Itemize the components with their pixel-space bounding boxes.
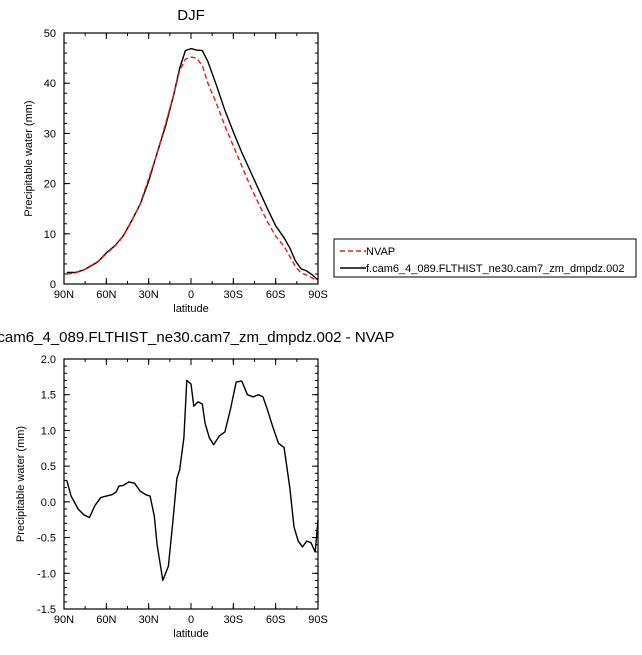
y-tick-label: 50 [44,28,56,40]
x-tick-label: 90S [308,289,328,301]
x-tick-label: 60S [266,289,286,301]
series-line-model [66,47,319,281]
y-tick-label: 40 [44,78,56,90]
y-tick-label: 0 [50,279,56,291]
chart-panel-1: DJF 90N 60N 30N 0 30S 60S 90S 0 10 20 30 40 50 latitud… [23,7,637,315]
y-tick-label: 1.5 [41,390,56,402]
x-tick-label: 30S [224,289,244,301]
series-line-difference [66,379,319,582]
x-axis-label: latitude [173,628,208,640]
y-tick-label: -1.0 [37,568,56,580]
y-axis-label: Precipitable water (mm) [23,100,35,216]
legend-box [333,238,637,278]
y-tick-label: 20 [44,179,56,191]
x-tick-label: 90N [54,289,74,301]
x-axis-label: latitude [173,303,208,315]
x-tick-label: 0 [188,289,194,301]
series-line-nvap [66,56,319,283]
y-tick-label: -0.5 [37,533,56,545]
plot-frame [63,32,319,285]
y-tick-label: 0.0 [41,497,56,509]
x-tick-label: 30N [139,614,159,626]
y-tick-label: 1.0 [41,425,56,437]
y-tick-label: -1.5 [37,604,56,616]
chart-panel-2: cam6_4_089.FLTHIST_ne30.cam7_zm_dmpdz.00… [0,329,395,640]
x-tick-label: 60S [266,614,286,626]
x-tick-label: 0 [188,614,194,626]
chart-title: cam6_4_089.FLTHIST_ne30.cam7_zm_dmpdz.00… [0,329,395,346]
x-tick-label: 90S [308,614,328,626]
x-tick-label: 30S [224,614,244,626]
y-axis-label: Precipitable water (mm) [15,426,27,542]
x-tick-label: 30N [139,289,159,301]
x-tick-label: 60N [96,289,116,301]
y-tick-label: 10 [44,229,56,241]
legend-entry-label: NVAP [366,246,395,258]
y-tick-label: 0.5 [41,461,56,473]
plot-frame [63,358,319,610]
legend-entry-label: f.cam6_4_089.FLTHIST_ne30.cam7_zm_dmpdz.… [366,263,624,275]
x-tick-label: 60N [96,614,116,626]
legend: NVAP f.cam6_4_089.FLTHIST_ne30.cam7_zm_dm… [333,238,637,278]
x-tick-label: 90N [54,614,74,626]
chart-title: DJF [177,7,205,24]
y-tick-label: 30 [44,128,56,140]
y-tick-label: 2.0 [41,354,56,366]
